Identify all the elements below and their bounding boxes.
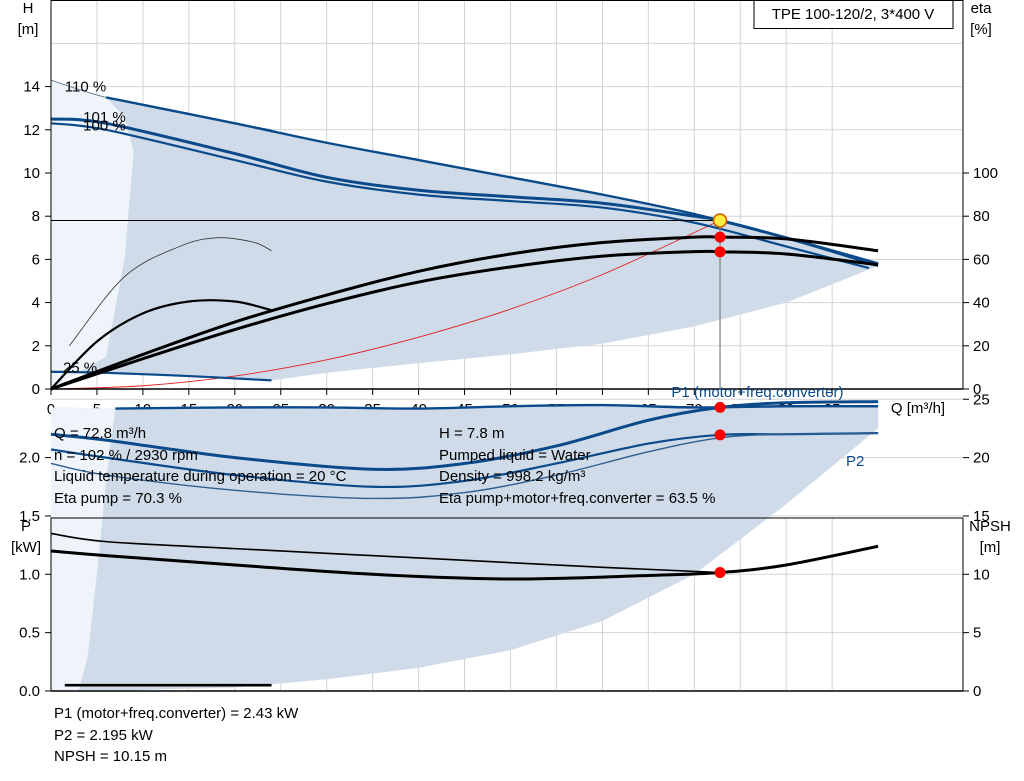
power-chart-duty-points	[714, 401, 726, 579]
eta-tick-label: 80	[973, 208, 990, 225]
head-tick-label: 0	[32, 381, 40, 398]
power-tick-label: 0.5	[19, 625, 40, 642]
npsh-tick-label: 25	[973, 391, 990, 408]
info-speed: n = 102 % / 2930 rpm	[54, 446, 198, 464]
eta-tick-label: 20	[973, 338, 990, 355]
speed-label: 110 %	[65, 79, 106, 96]
info-npsh: NPSH = 10.15 m	[54, 748, 167, 765]
power-series-label: P1 (motor+freq.converter)	[671, 384, 843, 401]
power-curve	[50, 431, 879, 489]
head-chart-curves	[50, 79, 879, 391]
duty-info-right: H = 7.8 m Pumped liquid = Water Density …	[439, 423, 715, 509]
head-tick-label: 6	[32, 251, 40, 268]
npsh-axis-unit: NPSH	[969, 518, 1011, 535]
head-tick-label: 14	[23, 79, 40, 96]
power-axis-unit: P	[21, 518, 31, 535]
duty-info-left: Q = 72.8 m³/h n = 102 % / 2930 rpm Liqui…	[54, 423, 346, 509]
npsh-tick-label: 20	[973, 450, 990, 467]
power-tick-label: 1.5	[19, 508, 40, 525]
head-tick-label: 8	[32, 208, 40, 225]
eta-curve	[50, 299, 272, 390]
eta-tick-label: 60	[973, 251, 990, 268]
head-tick-label: 12	[23, 122, 40, 139]
power-low-flow-area	[51, 407, 116, 691]
power-axis-bracket: [kW]	[11, 539, 41, 556]
power-npsh-chart: 0.0 0.5 1.0 1.5 2.0 0 5 10 15 20 25 P1 (motor+freq…	[19, 384, 990, 700]
info-density: Density = 998.2 kg/m³	[439, 468, 586, 485]
info-flow: Q = 72.8 m³/h	[54, 425, 147, 442]
speed-label: 101 %	[83, 109, 126, 126]
head-tick-label: 10	[23, 165, 40, 182]
info-p1: P1 (motor+freq.converter) = 2.43 kW	[54, 705, 299, 722]
head-tick-label: 2	[32, 338, 40, 355]
power-curve	[50, 400, 879, 471]
info-head: H = 7.8 m	[439, 425, 505, 442]
power-chart-axes	[50, 517, 964, 692]
power-chart-ticks: 0.0 0.5 1.0 1.5 2.0 0 5 10 15 20 25	[19, 391, 990, 700]
head-curve	[50, 122, 870, 270]
eta-curve	[50, 249, 879, 391]
flow-axis-label: Q [m³/h]	[891, 400, 945, 417]
npsh-tick-label: 15	[973, 508, 990, 525]
npsh-tick-label: 5	[973, 625, 981, 642]
duty-eta-pump-point	[714, 231, 726, 243]
npsh-axis-bracket: [m]	[980, 539, 1001, 556]
head-chart-labels: 110 % 101 %100 % 25 %	[63, 79, 126, 377]
eta-tick-label: 0	[973, 381, 981, 398]
npsh-curve	[50, 544, 879, 581]
duty-p2-point	[714, 429, 726, 441]
head-axis-bracket: [m]	[18, 21, 39, 38]
info-temperature: Liquid temperature during operation = 20…	[54, 468, 347, 485]
eta-axis-unit: eta	[971, 0, 993, 17]
npsh-tick-label: 10	[973, 566, 990, 583]
model-label-box	[753, 0, 954, 29]
npsh-curve	[50, 532, 721, 574]
eta-tick-label: 40	[973, 295, 990, 312]
duty-npsh-point	[714, 567, 726, 579]
eta-curve	[69, 237, 272, 347]
power-series-label: P2	[846, 453, 864, 470]
model-label: TPE 100-120/2, 3*400 V	[772, 6, 935, 23]
eta-axis-bracket: [%]	[970, 21, 992, 38]
system-curve	[50, 220, 721, 390]
speed-label: 25 %	[63, 359, 97, 376]
power-info: P1 (motor+freq.converter) = 2.43 kW P2 =…	[54, 703, 298, 768]
duty-head-point	[712, 213, 728, 228]
power-curve	[50, 432, 879, 500]
head-axis-unit: H	[23, 0, 34, 17]
head-chart-axes	[50, 0, 964, 390]
power-tick-label: 0.0	[19, 683, 40, 700]
eta-tick-label: 100	[973, 165, 998, 182]
power-tick-label: 2.0	[19, 450, 40, 467]
info-p2: P2 = 2.195 kW	[54, 726, 153, 744]
eta-curve	[50, 235, 879, 391]
head-tick-label: 4	[32, 295, 40, 312]
speed-label: 100 %	[83, 117, 126, 134]
info-liquid: Pumped liquid = Water	[439, 446, 591, 464]
power-chart-labels: P1 (motor+freq.converter) P2	[671, 384, 864, 470]
power-curve	[115, 403, 879, 410]
duty-p1-point	[714, 401, 726, 413]
info-eta-pump: Eta pump = 70.3 %	[54, 489, 182, 507]
npsh-tick-label: 0	[973, 683, 981, 700]
head-low-flow-area	[51, 80, 134, 390]
head-efficiency-chart: 0510152025303540455055606570758085024681…	[23, 0, 998, 418]
power-tick-label: 1.0	[19, 566, 40, 583]
power-chart-curves	[50, 400, 879, 687]
head-curve	[50, 370, 272, 382]
info-eta-total: Eta pump+motor+freq.converter = 63.5 %	[439, 489, 716, 507]
head-chart-duty-points	[51, 213, 728, 389]
head-curve	[50, 117, 879, 266]
duty-eta-total-point	[714, 246, 726, 258]
